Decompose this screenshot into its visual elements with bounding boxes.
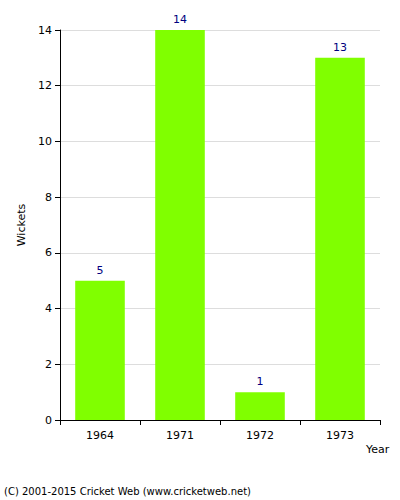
svg-text:6: 6 bbox=[45, 246, 52, 259]
svg-text:2: 2 bbox=[45, 358, 52, 371]
svg-text:1964: 1964 bbox=[86, 429, 114, 442]
svg-text:14: 14 bbox=[173, 13, 187, 26]
svg-text:10: 10 bbox=[38, 135, 52, 148]
svg-text:14: 14 bbox=[38, 24, 52, 37]
svg-text:1973: 1973 bbox=[326, 429, 354, 442]
svg-text:1971: 1971 bbox=[166, 429, 194, 442]
svg-text:1: 1 bbox=[257, 375, 264, 388]
svg-text:(C) 2001-2015 Cricket Web (www: (C) 2001-2015 Cricket Web (www.cricketwe… bbox=[4, 486, 251, 497]
svg-text:12: 12 bbox=[38, 79, 52, 92]
svg-text:5: 5 bbox=[97, 264, 104, 277]
svg-text:1972: 1972 bbox=[246, 429, 274, 442]
svg-text:Year: Year bbox=[365, 443, 390, 456]
svg-text:8: 8 bbox=[45, 191, 52, 204]
svg-text:0: 0 bbox=[45, 414, 52, 427]
svg-text:4: 4 bbox=[45, 302, 52, 315]
svg-text:13: 13 bbox=[333, 41, 347, 54]
svg-text:Wickets: Wickets bbox=[15, 203, 28, 246]
